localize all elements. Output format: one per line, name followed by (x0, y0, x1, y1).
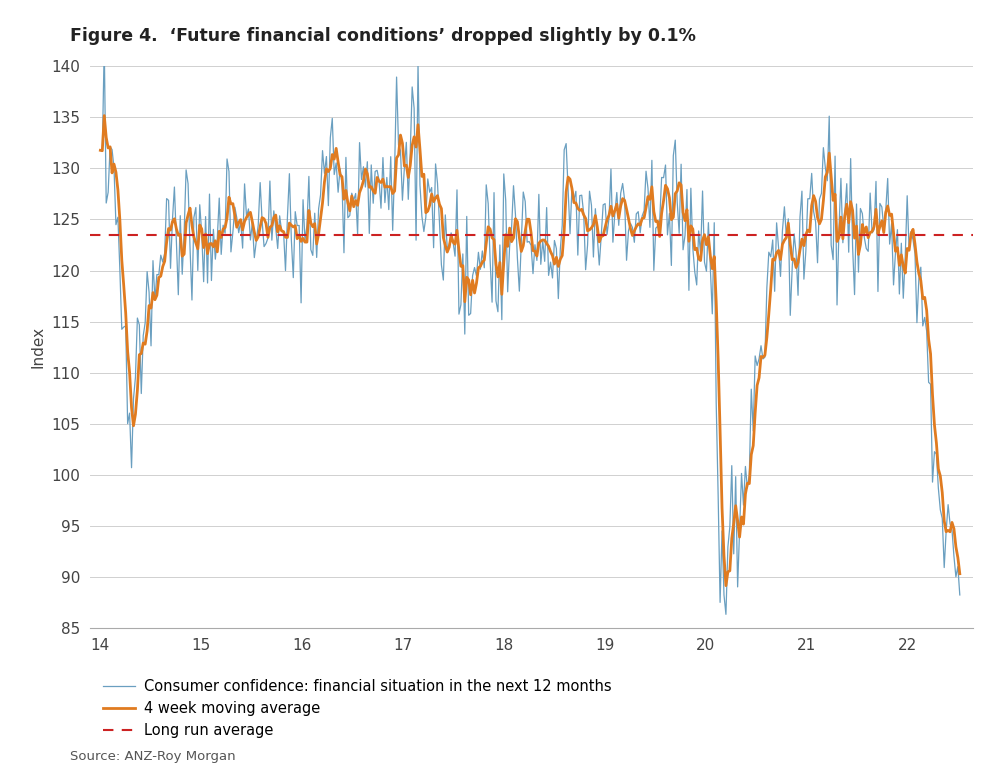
4 week moving average (519, 227, 531, 236)
4 week moving average (953, 569, 965, 579)
Consumer confidence: financial situation in the next 12 months: (22.5, 88.2): financial situation in the next 12 month… (953, 590, 965, 600)
4 week moving average (869, 204, 881, 214)
Consumer confidence: financial situation in the next 12 months: (20.2, 86.3): financial situation in the next 12 month… (719, 610, 731, 619)
Consumer confidence: financial situation in the next 12 months: (14, 142): financial situation in the next 12 month… (98, 41, 110, 50)
Text: Figure 4.  ‘Future financial conditions’ dropped slightly by 0.1%: Figure 4. ‘Future financial conditions’ … (70, 27, 695, 45)
4 week moving average (94, 146, 106, 155)
4 week moving average (98, 111, 110, 120)
4 week moving average (540, 239, 552, 248)
Consumer confidence: financial situation in the next 12 months: (18.5, 119): financial situation in the next 12 month… (546, 273, 558, 282)
Y-axis label: Index: Index (31, 326, 46, 368)
Text: Source: ANZ-Roy Morgan: Source: ANZ-Roy Morgan (70, 750, 235, 763)
4 week moving average (546, 251, 558, 261)
4 week moving average (462, 275, 474, 285)
Consumer confidence: financial situation in the next 12 months: (21.7, 129): financial situation in the next 12 month… (869, 177, 881, 186)
Consumer confidence: financial situation in the next 12 months: (17.7, 116): financial situation in the next 12 month… (462, 310, 474, 320)
Consumer confidence: financial situation in the next 12 months: (14, 132): financial situation in the next 12 month… (94, 146, 106, 155)
Consumer confidence: financial situation in the next 12 months: (18.4, 126): financial situation in the next 12 month… (540, 203, 552, 212)
4 week moving average (705, 264, 717, 273)
Legend: Consumer confidence: financial situation in the next 12 months, 4 week moving av: Consumer confidence: financial situation… (97, 673, 617, 744)
Consumer confidence: financial situation in the next 12 months: (20.1, 116): financial situation in the next 12 month… (705, 309, 717, 318)
Consumer confidence: financial situation in the next 12 months: (18.2, 127): financial situation in the next 12 month… (519, 197, 531, 206)
4 week moving average (719, 581, 731, 590)
Line: Consumer confidence: financial situation in the next 12 months: Consumer confidence: financial situation… (100, 45, 959, 615)
Line: 4 week moving average: 4 week moving average (100, 115, 959, 586)
